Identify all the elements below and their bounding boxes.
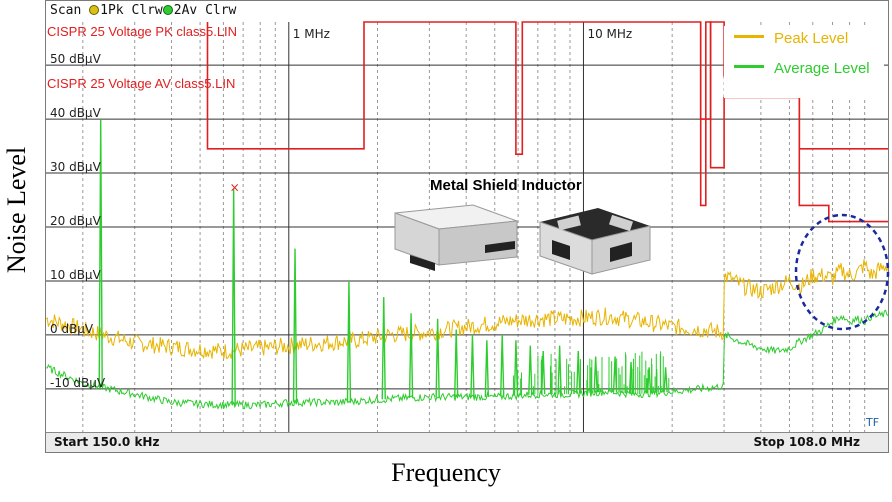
legend-item-peak: Peak Level: [734, 30, 848, 50]
emission-spike: [663, 367, 668, 393]
y-tick-label: 40 dBµV: [50, 106, 102, 120]
y-axis-title: Noise Level: [2, 120, 32, 300]
series-line-1: [45, 309, 889, 410]
emission-spike: [500, 334, 505, 397]
legend-swatch-average: [734, 65, 764, 68]
emission-spike: [98, 119, 103, 388]
emission-spike: [381, 297, 386, 400]
emission-spike: [612, 356, 618, 393]
y-tick-label: 10 dBµV: [50, 268, 102, 282]
start-frequency: Start 150.0 kHz: [54, 435, 160, 449]
emission-spike: [292, 248, 298, 403]
limit-av-label: CISPR 25 Voltage AV class5.LIN: [47, 76, 236, 91]
tick-labels: 50 dBµV 40 dBµV 30 dBµV 20 dBµV 10 dBµV 0 dBµ…: [50, 27, 632, 390]
analyzer-footer: Start 150.0 kHz Stop 108.0 MHz: [46, 432, 888, 452]
emission-spike: [231, 189, 236, 406]
scan-label: Scan: [50, 3, 82, 18]
emission-spike: [513, 340, 519, 396]
y-tick-label: -10 dBµV: [50, 376, 106, 390]
highlight-ellipse: [794, 213, 890, 331]
emission-spike: [408, 313, 414, 398]
trace1-label: 1Pk Clrw: [100, 3, 163, 18]
trace2-label: 2Av Clrw: [173, 3, 237, 18]
x-axis-title: Frequency: [391, 458, 501, 487]
y-tick-label: 0 dBµV: [50, 322, 94, 336]
trace1-dot-icon: [89, 5, 100, 15]
y-axis-title-text: Noise Level: [2, 146, 31, 274]
emission-spike: [454, 329, 459, 397]
emission-spike: [346, 280, 352, 402]
chart-grid: [46, 22, 888, 432]
x-tick-label: 1 MHz: [293, 27, 330, 41]
x-tick-label: 10 MHz: [587, 27, 632, 41]
legend-item-average: Average Level: [734, 60, 870, 80]
emission-spike: [528, 345, 533, 395]
emission-spike: [557, 345, 562, 395]
emission-spike: [435, 318, 440, 397]
trace2-dot-icon: [162, 5, 173, 15]
legend-label-peak: Peak Level: [774, 30, 849, 47]
insert-title: Metal Shield Inductor: [430, 177, 582, 194]
emission-spike: [576, 351, 581, 394]
y-tick-label: 30 dBµV: [50, 160, 102, 174]
trace-lines: [45, 259, 889, 410]
legend-label-average: Average Level: [774, 60, 870, 77]
series-line-0: [45, 259, 889, 359]
corner-tag: TF: [866, 416, 880, 429]
emission-spike: [484, 340, 490, 397]
marker-x: ×: [230, 181, 240, 195]
inductor-shielded-icon: [539, 208, 651, 275]
limit-pk-label: CISPR 25 Voltage PK class5.LIN: [47, 24, 238, 39]
chart-legend: Peak Level Average Level: [724, 26, 884, 98]
y-tick-label: 20 dBµV: [50, 214, 102, 228]
peak-markers: ×: [98, 119, 670, 406]
emission-spike: [470, 334, 475, 397]
emission-spike: [593, 356, 598, 393]
trace-header: Scan 1Pk Clrw 2Av Clrw: [50, 3, 236, 18]
stop-frequency: Stop 108.0 MHz: [753, 435, 861, 449]
legend-swatch-peak: [734, 35, 764, 38]
inductor-open-icon: [394, 204, 518, 271]
y-tick-label: 50 dBµV: [50, 52, 102, 66]
